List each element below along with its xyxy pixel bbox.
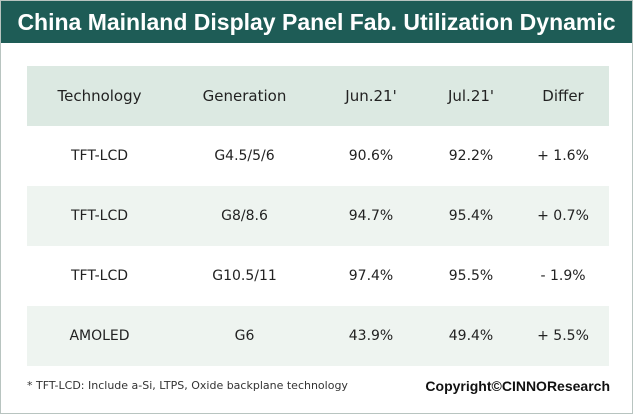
table-cell: 95.5% [448,268,494,284]
table-cell: 92.2% [448,148,494,164]
table-cell: + 1.6% [537,148,589,164]
footnote: * TFT-LCD: Include a-Si, LTPS, Oxide bac… [27,379,348,392]
table-cell: TFT-LCD [70,148,129,164]
table: Technology Generation Jun.21' Jul.21' Differ… [27,66,609,366]
table-cell: 94.7% [317,186,425,246]
table-row: TFT-LCD G10.5/11 97.4% 95.5% - 1.9% [27,246,609,306]
table-cell: + 0.7% [517,186,609,246]
table-cell: 49.4% [425,306,517,366]
table-cell: AMOLED [27,306,172,366]
table-cell: TFT-LCD [70,268,129,284]
table-cell: 90.6% [348,148,394,164]
column-header: Jun.21' [317,66,425,126]
column-header: Technology [27,66,172,126]
header-row: Technology Generation Jun.21' Jul.21' Differ [27,66,609,126]
table-cell: G6 [172,306,317,366]
column-header: Jul.21' [425,66,517,126]
table-row: TFT-LCD G8/8.6 94.7% 95.4% + 0.7% [27,186,609,246]
table-cell: TFT-LCD [27,186,172,246]
table-row: TFT-LCD G4.5/5/6 90.6% 92.2% + 1.6% [27,126,609,186]
column-header: Generation [172,66,317,126]
table-cell: 95.4% [425,186,517,246]
table-cell: G8/8.6 [172,186,317,246]
table-cell: - 1.9% [540,268,586,284]
table-cell: + 5.5% [517,306,609,366]
table-row: AMOLED G6 43.9% 49.4% + 5.5% [27,306,609,366]
table-cell: 43.9% [317,306,425,366]
table-cell: G4.5/5/6 [214,148,275,164]
table-cell: G10.5/11 [212,268,277,284]
title-bar: China Mainland Display Panel Fab. Utiliz… [1,1,632,43]
table-body: TFT-LCD G4.5/5/6 90.6% 92.2% + 1.6% TFT-LCD G8… [27,126,609,366]
column-header: Differ [517,66,609,126]
table-cell: 97.4% [348,268,394,284]
copyright: Copyright©CINNOResearch [425,378,610,394]
